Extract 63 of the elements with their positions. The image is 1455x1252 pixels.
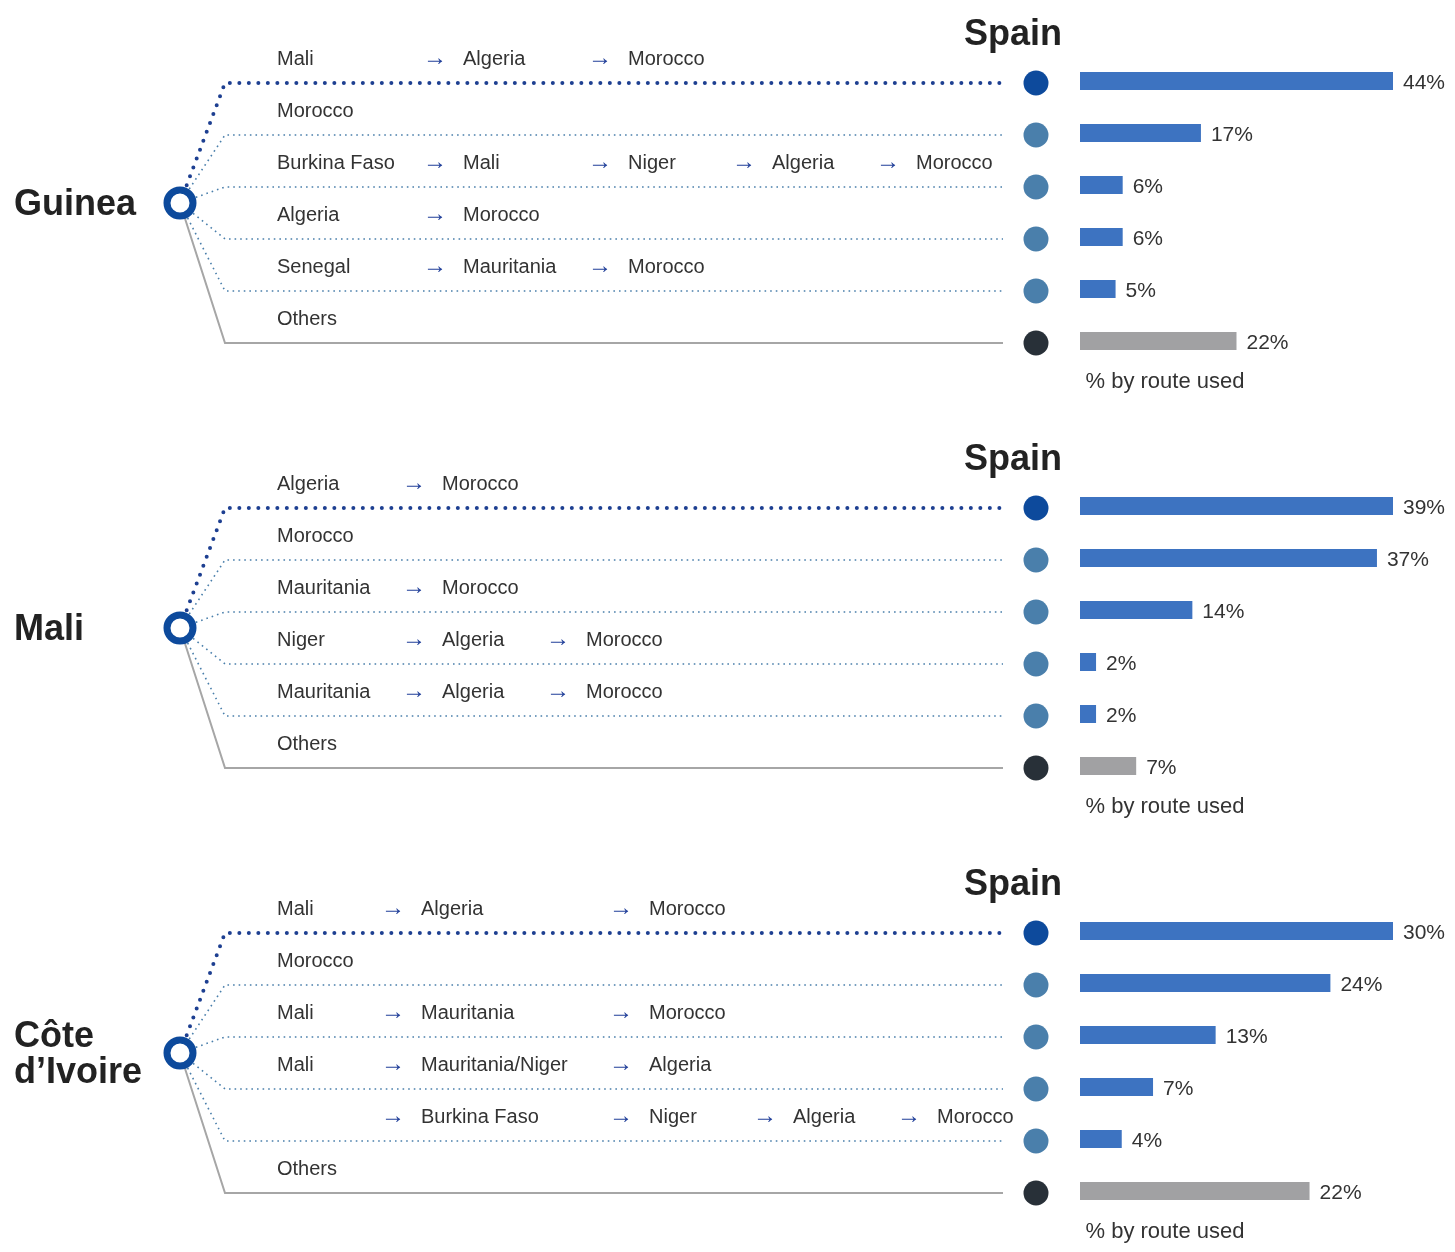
bar [1080,497,1393,515]
data-label: 22% [1319,1180,1362,1203]
text: Spain [963,437,1063,478]
text: Mali [14,607,85,648]
category-label: Mali → Algeria → Morocco [277,893,726,920]
data-label: 30% [1403,920,1446,943]
y-tick-label: Others [277,732,338,754]
data-label: 44% [1403,70,1446,93]
data-label: 7% [1146,755,1177,778]
text: Guinea [14,182,138,223]
bar [1080,124,1201,142]
bar [1080,176,1123,194]
category-label: Senegal → Mauritania → Morocco [277,251,705,278]
text: Spain [963,12,1063,53]
category-label: Algeria → Morocco [277,468,519,495]
bar [1080,549,1377,567]
data-label: 2% [1106,703,1137,726]
bar [1080,757,1137,775]
y-tick-label: Others [277,307,338,329]
category-label: → Burkina Faso → Niger → Algeria → Morocco [381,1101,1014,1128]
category-label: Mali → Mauritania → Morocco [277,997,726,1024]
bar [1080,280,1116,298]
data-label: 37% [1386,547,1429,570]
data-label: 14% [1202,599,1245,622]
bar [1080,1130,1122,1148]
category-label: Niger → Algeria → Morocco [277,624,663,651]
category-label: Mali → Algeria → Morocco [277,43,705,70]
bar [1080,974,1331,992]
category-label: Algeria → Morocco [277,199,540,226]
data-label: 22% [1246,330,1289,353]
x-axis-title: % by route used [1085,368,1245,393]
bar [1080,332,1237,350]
data-label: 2% [1106,651,1137,674]
bar [1080,228,1123,246]
bar [1080,601,1193,619]
data-label: 7% [1163,1076,1194,1099]
bar [1080,705,1097,723]
text: Côte d’Ivoire [14,1014,143,1091]
category-label: Burkina Faso → Mali → Niger → Algeria → Morocco [277,147,993,174]
x-axis-title: % by route used [1085,793,1245,818]
data-label: 5% [1125,278,1156,301]
x-axis-title: % by route used [1085,1218,1245,1243]
data-label: 17% [1210,122,1253,145]
data-label: 13% [1225,1024,1268,1047]
y-tick-label: Morocco [277,524,354,546]
bar [1080,72,1393,90]
bar [1080,922,1393,940]
bar [1080,1026,1216,1044]
data-label: 24% [1340,972,1383,995]
y-tick-label: Morocco [277,949,354,971]
bar [1080,1078,1154,1096]
y-tick-label: Morocco [277,99,354,121]
data-label: 6% [1132,226,1164,249]
bar [1080,653,1097,671]
category-label: Mauritania → Morocco [277,572,519,599]
data-label: 4% [1131,1128,1163,1151]
y-tick-label: Others [277,1157,338,1179]
category-label: Mauritania → Algeria → Morocco [277,676,663,703]
bar [1080,1182,1310,1200]
text: Spain [963,862,1063,903]
data-label: 6% [1132,174,1164,197]
data-label: 39% [1403,495,1446,518]
category-label: Mali → Mauritania/Niger → Algeria [277,1049,712,1076]
